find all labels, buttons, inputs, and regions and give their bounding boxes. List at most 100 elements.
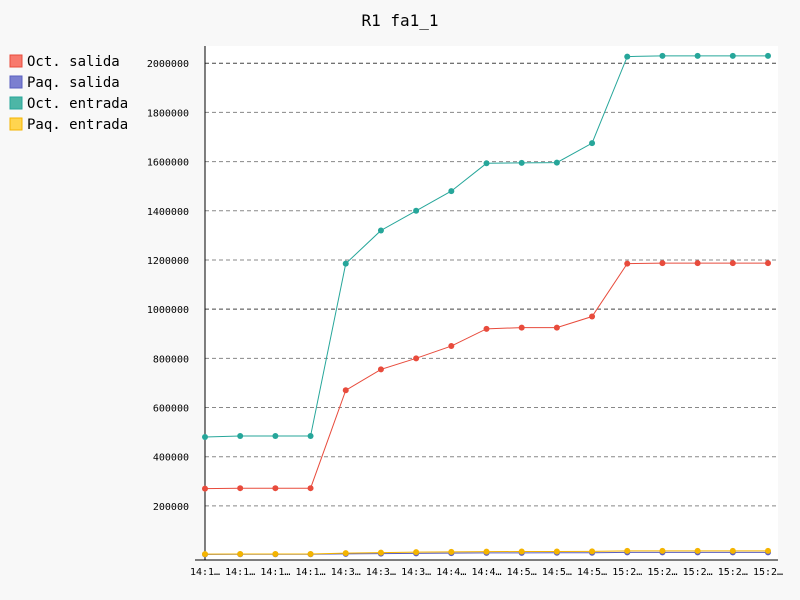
legend-label: Paq. salida	[27, 75, 120, 91]
data-point[interactable]	[553, 548, 560, 555]
y-tick-label: 600000	[153, 404, 189, 415]
data-point[interactable]	[589, 313, 596, 320]
data-point[interactable]	[307, 433, 314, 440]
data-point[interactable]	[342, 387, 349, 394]
y-tick-label: 400000	[153, 453, 189, 464]
legend-swatch	[9, 54, 23, 68]
x-tick-label: 14:1…	[260, 567, 290, 578]
data-point[interactable]	[589, 140, 596, 147]
data-point[interactable]	[729, 52, 736, 59]
data-point[interactable]	[413, 207, 420, 214]
legend-item[interactable]: Paq. salida	[9, 75, 120, 91]
series-group	[202, 52, 771, 558]
x-tick-label: 15:2…	[612, 567, 642, 578]
data-point[interactable]	[377, 227, 384, 234]
data-point[interactable]	[202, 485, 208, 492]
data-point[interactable]	[307, 485, 314, 492]
data-point[interactable]	[518, 324, 525, 331]
data-point[interactable]	[518, 548, 525, 555]
data-point[interactable]	[483, 160, 490, 167]
x-tick-label: 14:5…	[507, 567, 537, 578]
data-point[interactable]	[413, 549, 420, 556]
data-point[interactable]	[237, 433, 244, 440]
data-point[interactable]	[624, 547, 631, 554]
x-tick-label: 14:1…	[190, 567, 220, 578]
data-point[interactable]	[765, 260, 771, 267]
x-tick-label: 14:3…	[401, 567, 431, 578]
data-point[interactable]	[413, 355, 420, 362]
legend: Oct. salida Paq. salida Oct. entrada Paq. e…	[9, 54, 128, 133]
legend-label: Oct. entrada	[27, 96, 128, 112]
data-point[interactable]	[659, 260, 666, 267]
data-point[interactable]	[483, 325, 490, 332]
x-tick-label: 14:5…	[577, 567, 607, 578]
data-point[interactable]	[237, 551, 244, 558]
x-tick-labels: 14:1… 14:1… 14:1… 14:1… 14:3… 14:3… 14:3… 14:4……	[190, 567, 783, 578]
data-point[interactable]	[553, 159, 560, 166]
y-tick-label: 200000	[153, 502, 189, 513]
data-point[interactable]	[272, 433, 279, 440]
data-point[interactable]	[694, 547, 701, 554]
data-point[interactable]	[342, 550, 349, 557]
x-tick-label: 14:5…	[542, 567, 572, 578]
data-point[interactable]	[483, 548, 490, 555]
y-tick-label: 800000	[153, 354, 189, 365]
series-0	[202, 260, 771, 492]
data-point[interactable]	[589, 548, 596, 555]
data-point[interactable]	[272, 485, 279, 492]
data-point[interactable]	[624, 53, 631, 60]
x-tick-label: 14:4…	[471, 567, 501, 578]
data-point[interactable]	[202, 434, 208, 441]
axes	[195, 46, 778, 561]
x-tick-label: 15:2…	[718, 567, 748, 578]
x-tick-label: 15:2…	[753, 567, 783, 578]
data-point[interactable]	[659, 547, 666, 554]
legend-item[interactable]: Paq. entrada	[9, 117, 128, 133]
x-tick-label: 14:3…	[331, 567, 361, 578]
data-point[interactable]	[518, 159, 525, 166]
legend-swatch	[9, 96, 23, 110]
legend-swatch	[9, 75, 23, 89]
x-tick-label: 14:1…	[296, 567, 326, 578]
data-point[interactable]	[729, 547, 736, 554]
grid	[205, 62, 778, 507]
data-point[interactable]	[448, 343, 455, 350]
x-tick-label: 14:4…	[436, 567, 466, 578]
series-3	[202, 547, 771, 558]
data-point[interactable]	[202, 551, 208, 558]
data-point[interactable]	[272, 551, 279, 558]
data-point[interactable]	[765, 547, 771, 554]
data-point[interactable]	[553, 324, 560, 331]
x-tick-label: 14:1…	[225, 567, 255, 578]
y-tick-label: 1200000	[147, 256, 189, 267]
data-point[interactable]	[624, 260, 631, 267]
data-point[interactable]	[729, 260, 736, 267]
chart-title: R1 fa1_1	[361, 11, 438, 30]
data-point[interactable]	[237, 485, 244, 492]
data-point[interactable]	[448, 548, 455, 555]
legend-item[interactable]: Oct. entrada	[9, 96, 128, 112]
data-point[interactable]	[377, 549, 384, 556]
y-tick-label: 1400000	[147, 207, 189, 218]
data-point[interactable]	[694, 260, 701, 267]
y-tick-labels: 200000 400000 600000 800000 1000000 1200000 14…	[147, 59, 189, 513]
x-tick-label: 14:3…	[366, 567, 396, 578]
data-point[interactable]	[694, 52, 701, 59]
legend-label: Oct. salida	[27, 54, 120, 70]
data-point[interactable]	[342, 260, 349, 267]
x-tick-label: 15:2…	[683, 567, 713, 578]
data-point[interactable]	[765, 52, 771, 59]
y-tick-label: 1000000	[147, 305, 189, 316]
y-tick-label: 2000000	[147, 59, 189, 70]
y-tick-label: 1600000	[147, 158, 189, 169]
data-point[interactable]	[448, 188, 455, 195]
data-point[interactable]	[307, 551, 314, 558]
data-point[interactable]	[659, 52, 666, 59]
legend-swatch	[9, 117, 23, 131]
legend-label: Paq. entrada	[27, 117, 128, 133]
legend-item[interactable]: Oct. salida	[9, 54, 120, 70]
series-2	[202, 52, 771, 441]
plot-area	[205, 46, 778, 560]
data-point[interactable]	[377, 366, 384, 373]
